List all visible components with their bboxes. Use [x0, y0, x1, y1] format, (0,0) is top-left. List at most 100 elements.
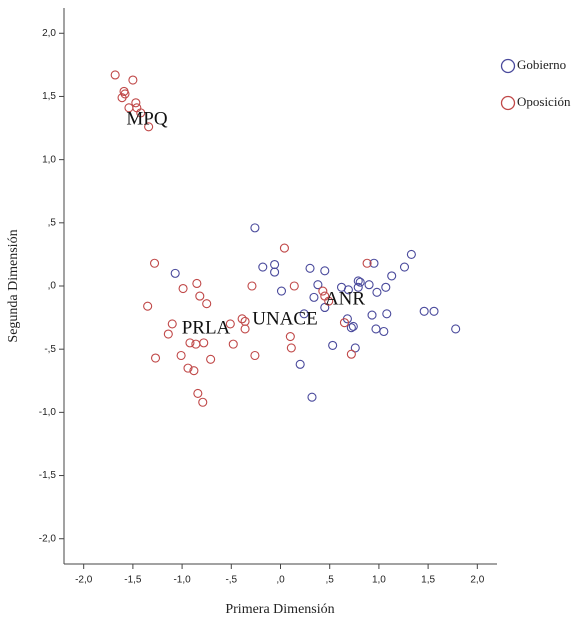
x-tick-label: -1,0: [173, 575, 191, 586]
x-tick-label: ,0: [276, 575, 285, 586]
point: [309, 292, 319, 302]
point: [399, 262, 410, 272]
point: [339, 318, 350, 328]
point: [279, 243, 289, 253]
point: [381, 282, 391, 292]
annotation: UNACE: [252, 308, 317, 329]
point: [353, 282, 363, 292]
annotation: PRLA: [182, 317, 231, 338]
point: [178, 283, 188, 294]
point: [320, 266, 330, 276]
point: [270, 267, 280, 277]
x-tick-label: -1,5: [124, 575, 142, 586]
y-tick-label: 1,0: [42, 154, 56, 165]
point: [136, 108, 146, 118]
point: [176, 350, 186, 361]
point: [117, 93, 127, 103]
point: [128, 75, 138, 85]
point: [353, 276, 363, 286]
legend-label: Oposición: [517, 94, 571, 109]
point: [429, 306, 439, 316]
point: [185, 338, 195, 348]
y-tick-label: ,0: [48, 281, 57, 292]
point: [419, 306, 429, 316]
point: [379, 326, 389, 337]
point: [258, 262, 268, 272]
point: [143, 301, 153, 311]
point: [285, 331, 295, 342]
point: [170, 268, 180, 278]
point: [289, 281, 299, 291]
point: [324, 296, 334, 306]
point: [355, 277, 365, 287]
point: [382, 309, 392, 319]
point: [202, 299, 212, 309]
point: [144, 122, 154, 132]
x-tick-label: -2,0: [75, 575, 93, 586]
legend-marker: [500, 58, 516, 74]
point: [191, 339, 201, 349]
point: [228, 339, 238, 349]
point: [199, 338, 209, 348]
point: [367, 310, 377, 320]
point: [320, 302, 330, 313]
point: [149, 258, 160, 268]
point: [387, 271, 397, 281]
point: [451, 324, 461, 334]
point: [163, 329, 173, 339]
point: [240, 324, 250, 334]
y-axis-title: Segunda Dimensión: [6, 229, 21, 342]
point: [193, 388, 203, 398]
y-tick-label: 1,5: [42, 91, 56, 102]
point: [198, 397, 208, 407]
y-tick-label: 2,0: [42, 28, 56, 39]
point: [150, 353, 161, 363]
point: [299, 309, 309, 319]
x-tick-label: 2,0: [470, 575, 484, 586]
y-tick-label: -2,0: [39, 533, 57, 544]
point: [206, 354, 216, 364]
point: [348, 321, 358, 331]
point: [328, 340, 338, 350]
y-tick-label: -1,5: [39, 470, 57, 481]
point: [313, 280, 323, 290]
point: [295, 359, 305, 369]
point: [372, 287, 382, 297]
point: [307, 392, 317, 402]
point: [225, 319, 235, 329]
point: [305, 263, 315, 273]
point: [270, 259, 280, 270]
point: [195, 291, 205, 301]
point: [250, 223, 260, 233]
point: [406, 249, 416, 259]
x-tick-label: 1,5: [421, 575, 435, 586]
point: [318, 286, 328, 296]
y-tick-label: -1,0: [39, 407, 57, 418]
y-tick-label: ,5: [48, 217, 57, 228]
point: [371, 324, 381, 334]
point: [286, 343, 296, 353]
annotation: ANR: [325, 288, 365, 309]
point: [183, 363, 193, 373]
y-tick-label: -,5: [44, 344, 56, 355]
point: [364, 280, 374, 290]
point: [346, 323, 356, 333]
point: [247, 281, 257, 291]
point: [189, 366, 199, 376]
point: [369, 258, 379, 268]
x-tick-label: 1,0: [372, 575, 386, 586]
point: [167, 319, 177, 329]
x-tick-label: ,5: [326, 575, 335, 586]
point: [110, 70, 120, 80]
x-tick-label: -,5: [225, 575, 237, 586]
legend-label: Gobierno: [517, 57, 566, 72]
legend-marker: [500, 95, 516, 111]
point: [346, 349, 356, 359]
point: [131, 98, 141, 108]
point: [336, 282, 347, 292]
x-axis-title: Primera Dimensión: [225, 602, 334, 617]
point: [350, 343, 360, 353]
point: [250, 350, 260, 361]
point: [362, 258, 372, 268]
